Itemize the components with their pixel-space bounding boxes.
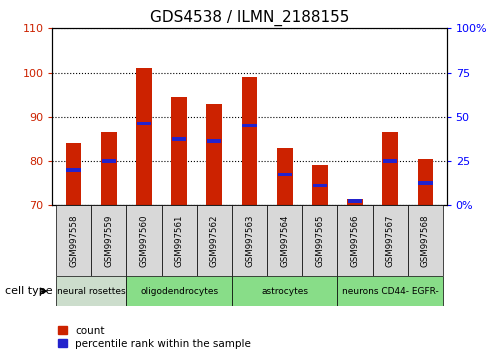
Text: astrocytes: astrocytes	[261, 287, 308, 296]
Text: GSM997565: GSM997565	[315, 215, 324, 267]
Bar	[418, 181, 433, 185]
Bar	[348, 199, 362, 202]
Bar	[383, 159, 397, 163]
Text: GSM997560: GSM997560	[139, 215, 148, 267]
Bar	[313, 184, 327, 187]
Bar	[337, 276, 443, 306]
Text: neurons CD44- EGFR-: neurons CD44- EGFR-	[342, 287, 439, 296]
Bar	[347, 199, 363, 205]
Bar	[56, 276, 126, 306]
Bar	[91, 205, 126, 276]
Bar	[137, 122, 151, 125]
Bar	[207, 103, 222, 205]
Bar	[312, 165, 328, 205]
Bar	[65, 143, 81, 205]
Bar	[277, 148, 292, 205]
Bar	[302, 205, 337, 276]
Bar	[56, 205, 91, 276]
Bar	[267, 205, 302, 276]
Bar	[408, 205, 443, 276]
Title: GDS4538 / ILMN_2188155: GDS4538 / ILMN_2188155	[150, 9, 349, 25]
Bar	[382, 132, 398, 205]
Text: GSM997568: GSM997568	[421, 215, 430, 267]
Text: GSM997567: GSM997567	[386, 215, 395, 267]
Text: GSM997566: GSM997566	[351, 215, 360, 267]
Text: GSM997559: GSM997559	[104, 215, 113, 267]
Bar	[277, 173, 292, 176]
Text: cell type: cell type	[5, 286, 52, 296]
Bar	[232, 276, 337, 306]
Bar	[126, 205, 162, 276]
Text: GSM997558: GSM997558	[69, 215, 78, 267]
Bar	[101, 132, 117, 205]
Text: neural rosettes: neural rosettes	[57, 287, 125, 296]
Text: GSM997562: GSM997562	[210, 215, 219, 267]
Text: GSM997561: GSM997561	[175, 215, 184, 267]
Text: GSM997564: GSM997564	[280, 215, 289, 267]
Legend: count, percentile rank within the sample: count, percentile rank within the sample	[57, 326, 251, 349]
Bar	[136, 68, 152, 205]
Bar	[232, 205, 267, 276]
Bar	[66, 168, 81, 172]
Bar	[337, 205, 373, 276]
Bar	[207, 139, 222, 143]
Text: oligodendrocytes: oligodendrocytes	[140, 287, 218, 296]
Bar	[126, 276, 232, 306]
Bar	[102, 159, 116, 163]
Bar	[243, 124, 256, 127]
Bar	[373, 205, 408, 276]
Bar	[242, 77, 257, 205]
Bar	[172, 137, 186, 141]
Bar	[197, 205, 232, 276]
Bar	[171, 97, 187, 205]
Bar	[418, 159, 434, 205]
Bar	[162, 205, 197, 276]
Text: GSM997563: GSM997563	[245, 215, 254, 267]
